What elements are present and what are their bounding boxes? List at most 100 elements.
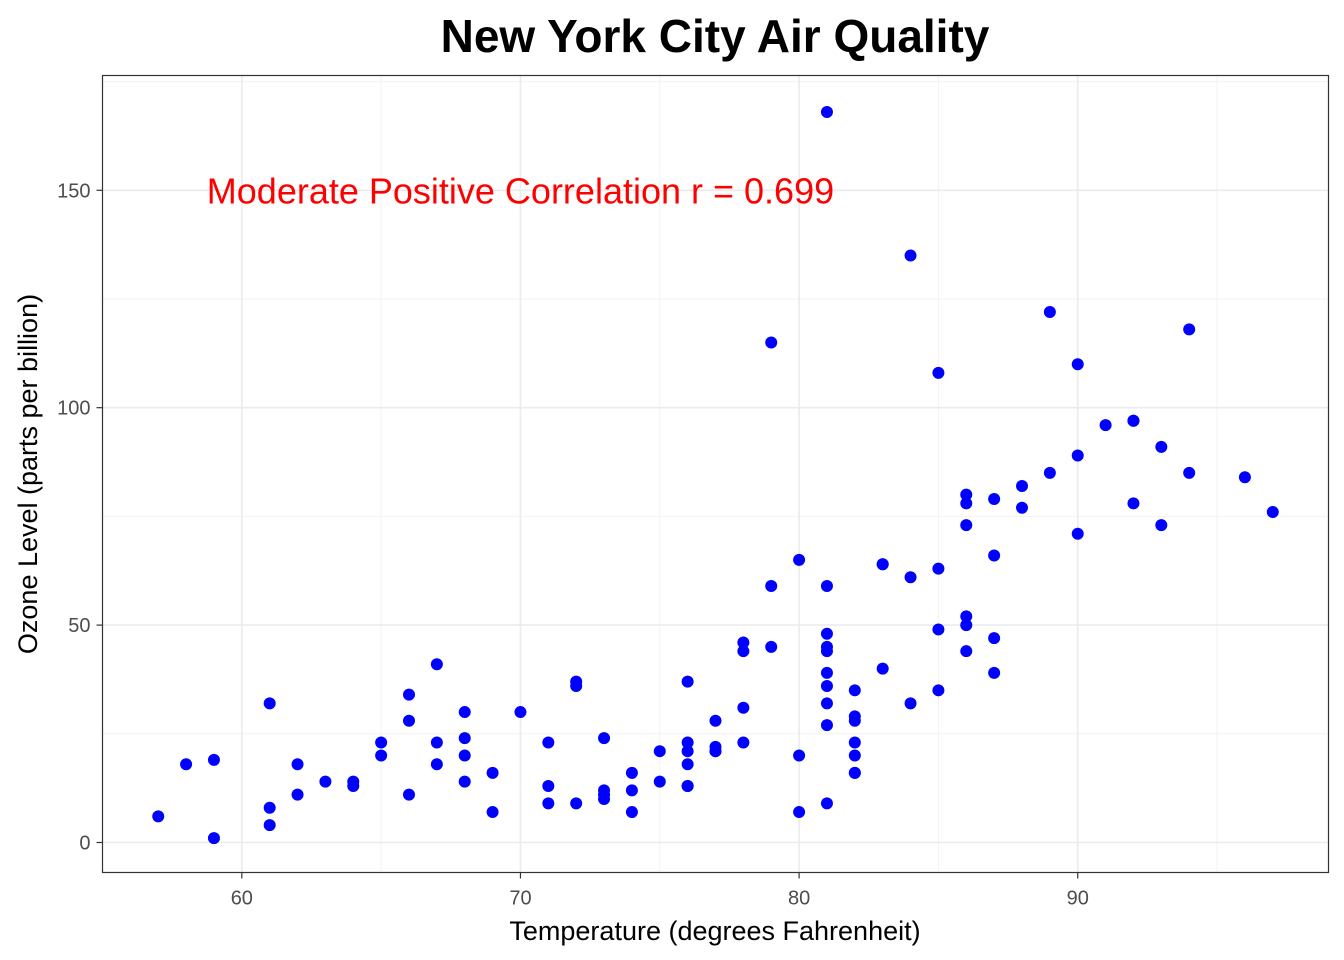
data-point [820,679,833,692]
data-point [598,732,611,745]
data-point [486,806,499,819]
data-point [681,675,694,688]
data-point [263,801,276,814]
data-point [876,662,889,675]
x-tick-label: 80 [788,888,810,910]
data-point [820,645,833,658]
data-point [737,636,750,649]
data-point [653,775,666,788]
data-point [1127,497,1140,510]
data-point [430,736,443,749]
data-points [152,106,1279,845]
y-axis-label: Ozone Level (parts per billion) [13,294,43,654]
data-point [1071,358,1084,371]
data-point [960,497,973,510]
x-tick-label: 90 [1067,888,1089,910]
correlation-annotation: Moderate Positive Correlation r = 0.699 [207,170,834,211]
data-point [653,745,666,758]
y-axis-ticks: 0 50 100 150 [57,180,103,854]
data-point [207,832,220,845]
data-point [960,488,973,501]
data-point [848,736,861,749]
data-point [570,675,583,688]
x-axis-ticks: 60 70 80 90 [231,872,1089,910]
data-point [514,706,527,719]
data-point [848,749,861,762]
data-point [458,749,471,762]
data-point [932,562,945,575]
data-point [1183,466,1196,479]
data-point [737,701,750,714]
data-point [1043,306,1056,319]
data-point [319,775,332,788]
data-point [765,579,778,592]
data-point [932,623,945,636]
data-point [737,736,750,749]
data-point [625,806,638,819]
data-point [458,775,471,788]
data-point [1183,323,1196,336]
data-point [988,549,1001,562]
data-point [291,788,304,801]
data-point [458,732,471,745]
x-tick-label: 70 [509,888,531,910]
plot-panel [102,75,1329,873]
data-point [820,579,833,592]
data-point [347,779,360,792]
data-point [820,666,833,679]
data-point [291,758,304,771]
data-point [430,658,443,671]
chart-title: New York City Air Quality [441,10,990,62]
data-point [1043,466,1056,479]
x-axis-label: Temperature (degrees Fahrenheit) [509,916,920,946]
data-point [1099,419,1112,432]
data-point [180,758,193,771]
y-tick-label: 100 [57,398,90,420]
data-point [960,610,973,623]
data-point [1071,449,1084,462]
data-point [1016,501,1028,514]
x-tick-label: 60 [231,888,253,910]
data-point [793,553,806,566]
data-point [681,736,694,749]
data-point [403,788,415,801]
data-point [625,784,638,797]
data-point [876,558,889,571]
data-point [542,736,555,749]
data-point [1238,471,1251,484]
data-point [793,806,806,819]
data-point [1266,506,1279,519]
data-point [932,684,945,697]
data-point [848,684,861,697]
data-point [793,749,806,762]
data-point [765,336,778,349]
y-tick-label: 0 [79,832,90,854]
data-point [375,736,388,749]
data-point [820,719,833,732]
data-point [681,745,694,758]
y-tick-label: 150 [57,180,90,202]
data-point [152,810,165,823]
data-point [848,714,861,727]
plot-border [101,74,1330,874]
data-point [765,640,778,653]
data-point [598,793,611,806]
data-point [820,797,833,810]
data-point [263,819,276,832]
data-point [932,366,945,379]
data-point [542,797,555,810]
data-point [207,753,220,766]
data-point [904,249,917,262]
data-point [904,697,917,710]
data-point [960,519,973,532]
data-point [542,779,555,792]
data-point [570,797,583,810]
data-point [820,106,833,119]
data-point [848,766,861,779]
data-point [737,645,750,658]
data-point [598,784,611,797]
data-point [375,749,388,762]
data-point [1071,527,1084,540]
data-point [820,697,833,710]
